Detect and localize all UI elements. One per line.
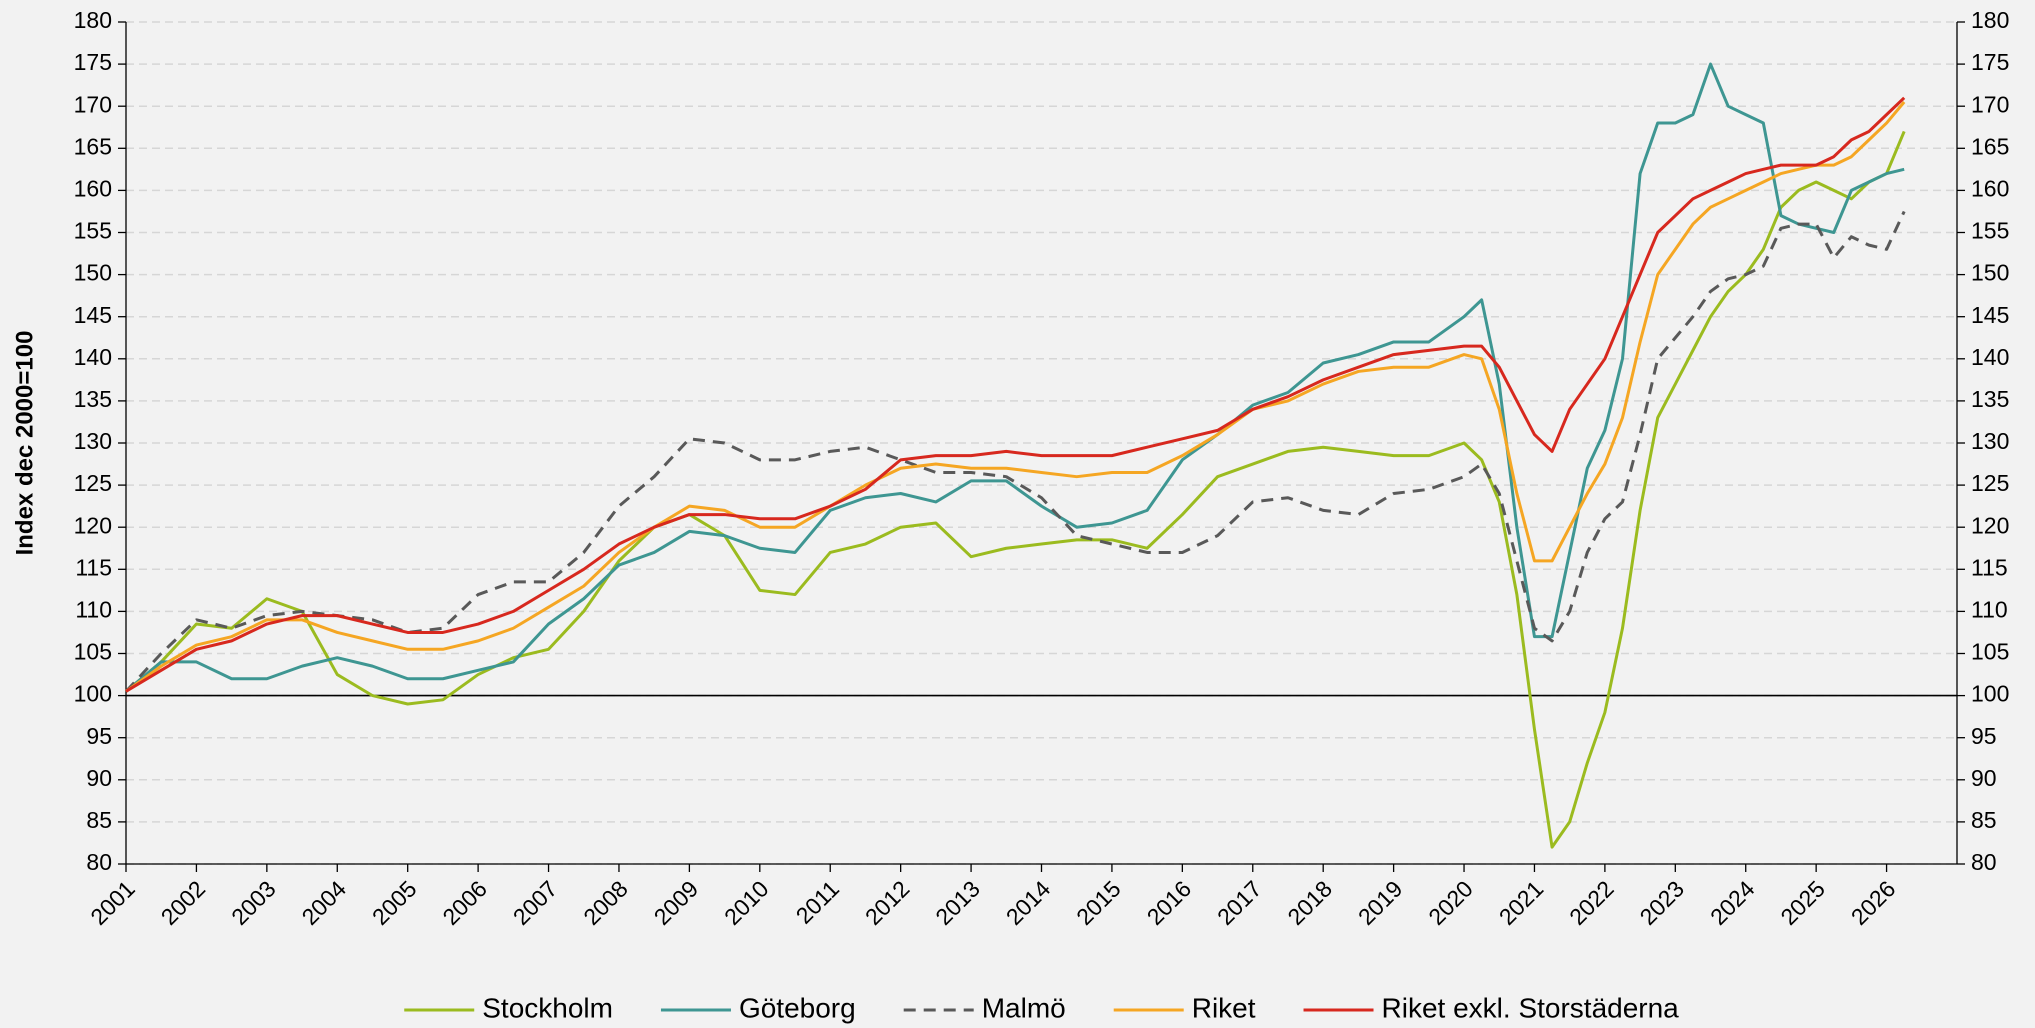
y2-tick-label: 135 <box>1971 386 2009 412</box>
y2-tick-label: 80 <box>1971 849 1997 875</box>
y-tick-label: 120 <box>74 512 112 538</box>
y2-tick-label: 120 <box>1971 512 2009 538</box>
y-tick-label: 145 <box>74 302 112 328</box>
series-line <box>124 210 1906 693</box>
y2-tick-label: 180 <box>1971 7 2009 33</box>
y-tick-label: 130 <box>74 428 112 454</box>
y-tick-label: 160 <box>74 175 112 201</box>
y-tick-label: 180 <box>74 7 112 33</box>
series-line <box>125 101 1906 693</box>
y-tick-label: 90 <box>86 765 112 791</box>
y2-tick-label: 155 <box>1971 218 2009 244</box>
y2-tick-label: 90 <box>1971 765 1997 791</box>
series-line <box>125 96 1906 693</box>
legend-label: Riket exkl. Storstäderna <box>1382 992 1680 1023</box>
y-tick-label: 135 <box>74 386 112 412</box>
y-tick-label: 80 <box>86 849 112 875</box>
y2-tick-label: 165 <box>1971 133 2009 159</box>
y2-tick-label: 110 <box>1971 596 2008 622</box>
y-tick-label: 85 <box>86 807 112 833</box>
legend-label: Riket <box>1192 992 1256 1023</box>
y2-tick-label: 140 <box>1971 344 2009 370</box>
y2-tick-label: 100 <box>1971 681 2009 707</box>
legend-label: Stockholm <box>482 992 613 1023</box>
y-tick-label: 175 <box>74 49 112 75</box>
y-tick-label: 115 <box>75 554 112 580</box>
y2-tick-label: 160 <box>1971 175 2009 201</box>
y-tick-label: 100 <box>74 681 112 707</box>
y-tick-label: 165 <box>74 133 112 159</box>
y-tick-label: 150 <box>74 260 112 286</box>
y2-tick-label: 170 <box>1971 91 2009 117</box>
y-tick-label: 155 <box>74 218 112 244</box>
y-axis-title: Index dec 2000=100 <box>11 331 38 556</box>
legend-label: Malmö <box>982 992 1066 1023</box>
y2-tick-label: 130 <box>1971 428 2009 454</box>
y-tick-label: 125 <box>74 470 112 496</box>
y2-tick-label: 150 <box>1971 260 2009 286</box>
y2-tick-label: 105 <box>1971 639 2009 665</box>
legend-label: Göteborg <box>739 992 856 1023</box>
y2-tick-label: 85 <box>1971 807 1997 833</box>
y2-tick-label: 125 <box>1971 470 2009 496</box>
y-tick-label: 105 <box>74 639 112 665</box>
y-tick-label: 95 <box>86 723 112 749</box>
y2-tick-label: 175 <box>1971 49 2009 75</box>
y-tick-label: 110 <box>75 596 112 622</box>
y-tick-label: 140 <box>74 344 112 370</box>
y2-tick-label: 115 <box>1971 554 2008 580</box>
y2-tick-label: 145 <box>1971 302 2009 328</box>
y2-tick-label: 95 <box>1971 723 1997 749</box>
y-tick-label: 170 <box>74 91 112 117</box>
